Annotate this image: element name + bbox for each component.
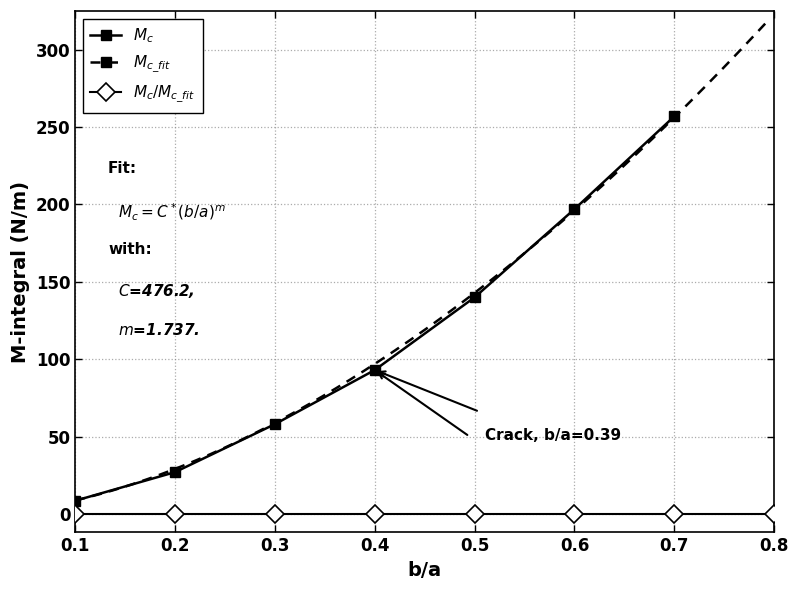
$M_c$ <box>470 294 479 301</box>
$M_c$ <box>370 366 379 374</box>
X-axis label: b/a: b/a <box>408 561 442 580</box>
$M_{c\_fit}$ <box>575 203 585 210</box>
$M_c$ <box>70 497 80 504</box>
$M_c$ <box>570 206 579 213</box>
Legend: $M_c$, $M_{c\_fit}$, $M_c/M_{c\_fit}$: $M_c$, $M_{c\_fit}$, $M_c/M_{c\_fit}$ <box>82 19 203 113</box>
$M_c/M_{c\_fit}$ <box>370 511 379 518</box>
Line: $M_c/M_{c\_fit}$: $M_c/M_{c\_fit}$ <box>69 508 781 520</box>
$M_{c\_fit}$ <box>345 376 354 383</box>
$M_{c\_fit}$ <box>154 472 163 479</box>
$M_c$ <box>170 469 180 476</box>
$M_c/M_{c\_fit}$ <box>70 511 80 518</box>
$M_c$ <box>270 421 280 428</box>
$M_{c\_fit}$ <box>297 405 306 412</box>
$M_{c\_fit}$ <box>507 260 517 267</box>
Text: $M_c=C^*(b/a)^m$: $M_c=C^*(b/a)^m$ <box>118 202 226 222</box>
Text: Crack, b/a=0.39: Crack, b/a=0.39 <box>485 427 621 443</box>
$M_c/M_{c\_fit}$ <box>270 511 280 518</box>
Line: $M_{c\_fit}$: $M_{c\_fit}$ <box>75 20 770 501</box>
$M_{c\_fit}$ <box>571 206 581 213</box>
$M_c$ <box>670 113 679 120</box>
$M_{c\_fit}$ <box>765 16 774 23</box>
Text: with:: with: <box>108 242 152 256</box>
$M_c/M_{c\_fit}$ <box>170 511 180 518</box>
Line: $M_c$: $M_c$ <box>70 112 679 506</box>
$M_c/M_{c\_fit}$ <box>470 511 479 518</box>
$M_c/M_{c\_fit}$ <box>770 511 779 518</box>
Text: $C$=476.2,: $C$=476.2, <box>118 282 194 300</box>
$M_c/M_{c\_fit}$ <box>570 511 579 518</box>
Text: Fit:: Fit: <box>108 161 138 176</box>
Y-axis label: M-integral (N/m): M-integral (N/m) <box>11 181 30 363</box>
$M_c/M_{c\_fit}$ <box>670 511 679 518</box>
Text: $m$=1.737.: $m$=1.737. <box>118 322 200 338</box>
$M_{c\_fit}$ <box>70 497 80 504</box>
